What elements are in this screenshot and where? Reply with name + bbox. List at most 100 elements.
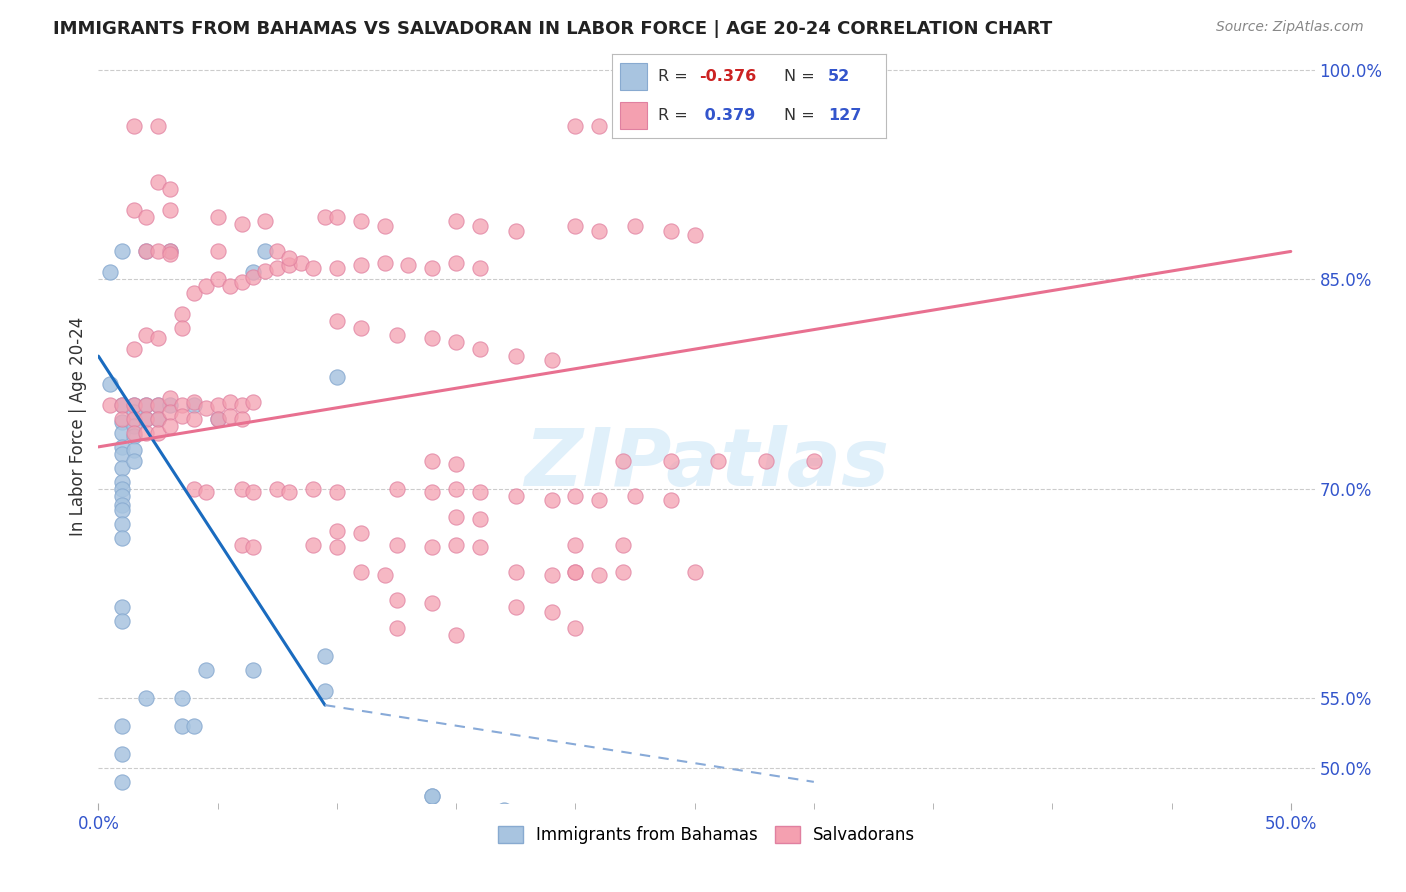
Point bbox=[588, 223, 610, 237]
Point bbox=[135, 210, 157, 224]
Point bbox=[385, 621, 408, 635]
Point bbox=[194, 484, 217, 499]
Point bbox=[420, 331, 443, 345]
Point bbox=[444, 213, 467, 227]
Point bbox=[564, 621, 586, 635]
Text: N =: N = bbox=[785, 108, 820, 123]
Point bbox=[207, 412, 229, 426]
Point bbox=[111, 425, 134, 440]
Point bbox=[122, 412, 145, 426]
Point bbox=[624, 219, 647, 234]
Point bbox=[207, 210, 229, 224]
Point bbox=[183, 398, 205, 412]
Point bbox=[159, 405, 181, 419]
Point bbox=[183, 286, 205, 301]
Point bbox=[420, 789, 443, 803]
Point bbox=[231, 398, 253, 412]
Point bbox=[111, 482, 134, 496]
Point bbox=[659, 223, 682, 237]
Point bbox=[444, 628, 467, 642]
Point bbox=[207, 398, 229, 412]
FancyBboxPatch shape bbox=[620, 62, 647, 90]
Point bbox=[374, 568, 396, 582]
Point bbox=[111, 398, 134, 412]
Point bbox=[707, 454, 730, 468]
Point bbox=[146, 175, 169, 189]
Point bbox=[111, 502, 134, 516]
Point bbox=[135, 691, 157, 706]
Point bbox=[385, 593, 408, 607]
Point bbox=[159, 244, 181, 259]
Point bbox=[290, 255, 312, 269]
Point bbox=[122, 202, 145, 217]
Point bbox=[755, 454, 778, 468]
Point bbox=[159, 419, 181, 434]
Point bbox=[278, 484, 301, 499]
Point bbox=[420, 261, 443, 276]
Point bbox=[374, 219, 396, 234]
Point bbox=[111, 244, 134, 259]
Point bbox=[111, 447, 134, 461]
Point bbox=[231, 275, 253, 289]
Point bbox=[207, 412, 229, 426]
Point bbox=[159, 391, 181, 405]
Point bbox=[170, 719, 193, 733]
Point bbox=[111, 531, 134, 545]
Point bbox=[111, 440, 134, 454]
Point bbox=[385, 328, 408, 343]
Point bbox=[122, 425, 145, 440]
Point bbox=[98, 377, 121, 392]
Point bbox=[612, 454, 634, 468]
Point bbox=[170, 307, 193, 321]
Point bbox=[242, 395, 264, 409]
Point bbox=[444, 538, 467, 552]
Point bbox=[242, 265, 264, 279]
Text: 0.379: 0.379 bbox=[699, 108, 755, 123]
Point bbox=[146, 425, 169, 440]
Point bbox=[612, 538, 634, 552]
Point bbox=[98, 265, 121, 279]
Point bbox=[266, 261, 288, 276]
Point bbox=[135, 244, 157, 259]
Point bbox=[183, 482, 205, 496]
Point bbox=[242, 269, 264, 284]
Point bbox=[111, 398, 134, 412]
Point bbox=[302, 482, 325, 496]
Point bbox=[314, 649, 336, 664]
Text: R =: R = bbox=[658, 108, 693, 123]
Point bbox=[385, 482, 408, 496]
Point bbox=[624, 489, 647, 503]
Point bbox=[122, 398, 145, 412]
Point bbox=[302, 261, 325, 276]
Point bbox=[492, 803, 515, 817]
Point bbox=[242, 541, 264, 555]
Point bbox=[420, 789, 443, 803]
Point bbox=[540, 492, 562, 507]
Point bbox=[170, 409, 193, 424]
Point bbox=[231, 482, 253, 496]
Point bbox=[231, 217, 253, 231]
Point bbox=[135, 412, 157, 426]
Point bbox=[242, 484, 264, 499]
Point bbox=[374, 255, 396, 269]
Point bbox=[314, 684, 336, 698]
Point bbox=[302, 538, 325, 552]
Point bbox=[111, 600, 134, 615]
Point bbox=[683, 227, 706, 242]
Point bbox=[659, 492, 682, 507]
Point bbox=[111, 615, 134, 629]
Point bbox=[444, 509, 467, 524]
Point bbox=[266, 244, 288, 259]
Point bbox=[146, 244, 169, 259]
Point bbox=[111, 412, 134, 426]
Point bbox=[146, 331, 169, 345]
Point bbox=[183, 395, 205, 409]
Point bbox=[468, 342, 491, 356]
Point bbox=[170, 398, 193, 412]
Point bbox=[254, 264, 277, 278]
Point bbox=[564, 566, 586, 580]
Point bbox=[326, 524, 349, 538]
Point bbox=[111, 460, 134, 475]
Point bbox=[231, 412, 253, 426]
Point bbox=[326, 484, 349, 499]
